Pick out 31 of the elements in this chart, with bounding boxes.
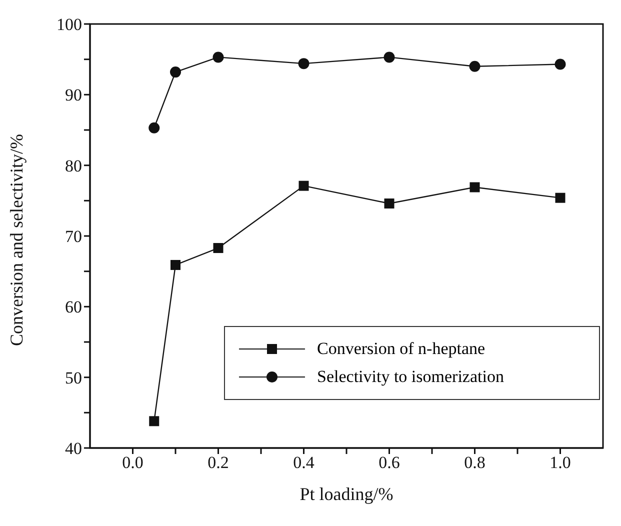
point — [212, 52, 224, 63]
point — [384, 52, 395, 63]
y-tick-label: 100 — [56, 15, 82, 34]
x-tick-label: 0.2 — [208, 453, 229, 472]
y-tick-label: 40 — [65, 439, 82, 458]
point — [148, 122, 160, 134]
x-tick-label: 1.0 — [550, 453, 571, 472]
point — [554, 58, 566, 70]
point — [470, 182, 480, 192]
point — [170, 66, 181, 78]
point — [298, 58, 310, 70]
point — [170, 260, 180, 270]
point — [149, 416, 160, 426]
point — [555, 192, 566, 203]
x-axis-title: Pt loading/% — [300, 484, 394, 504]
x-tick-label: 0.4 — [293, 453, 315, 472]
x-tick-label: 0.8 — [464, 453, 486, 472]
x-tick-label: 0.6 — [378, 453, 400, 472]
y-tick-label: 70 — [65, 227, 82, 246]
x-tick-label: 0.0 — [122, 453, 144, 472]
legend-label: Conversion of n-heptane — [317, 339, 486, 359]
point — [469, 60, 480, 72]
y-tick-label: 80 — [65, 156, 82, 176]
point — [298, 180, 309, 191]
y-axis-title: Conversion and selectivity/% — [6, 134, 26, 346]
point — [384, 198, 394, 208]
y-tick-label: 60 — [65, 298, 82, 317]
point — [213, 243, 224, 254]
y-tick-label: 50 — [65, 368, 82, 388]
y-tick-label: 90 — [65, 86, 82, 105]
legend-label: Selectivity to isomerization — [317, 367, 504, 387]
